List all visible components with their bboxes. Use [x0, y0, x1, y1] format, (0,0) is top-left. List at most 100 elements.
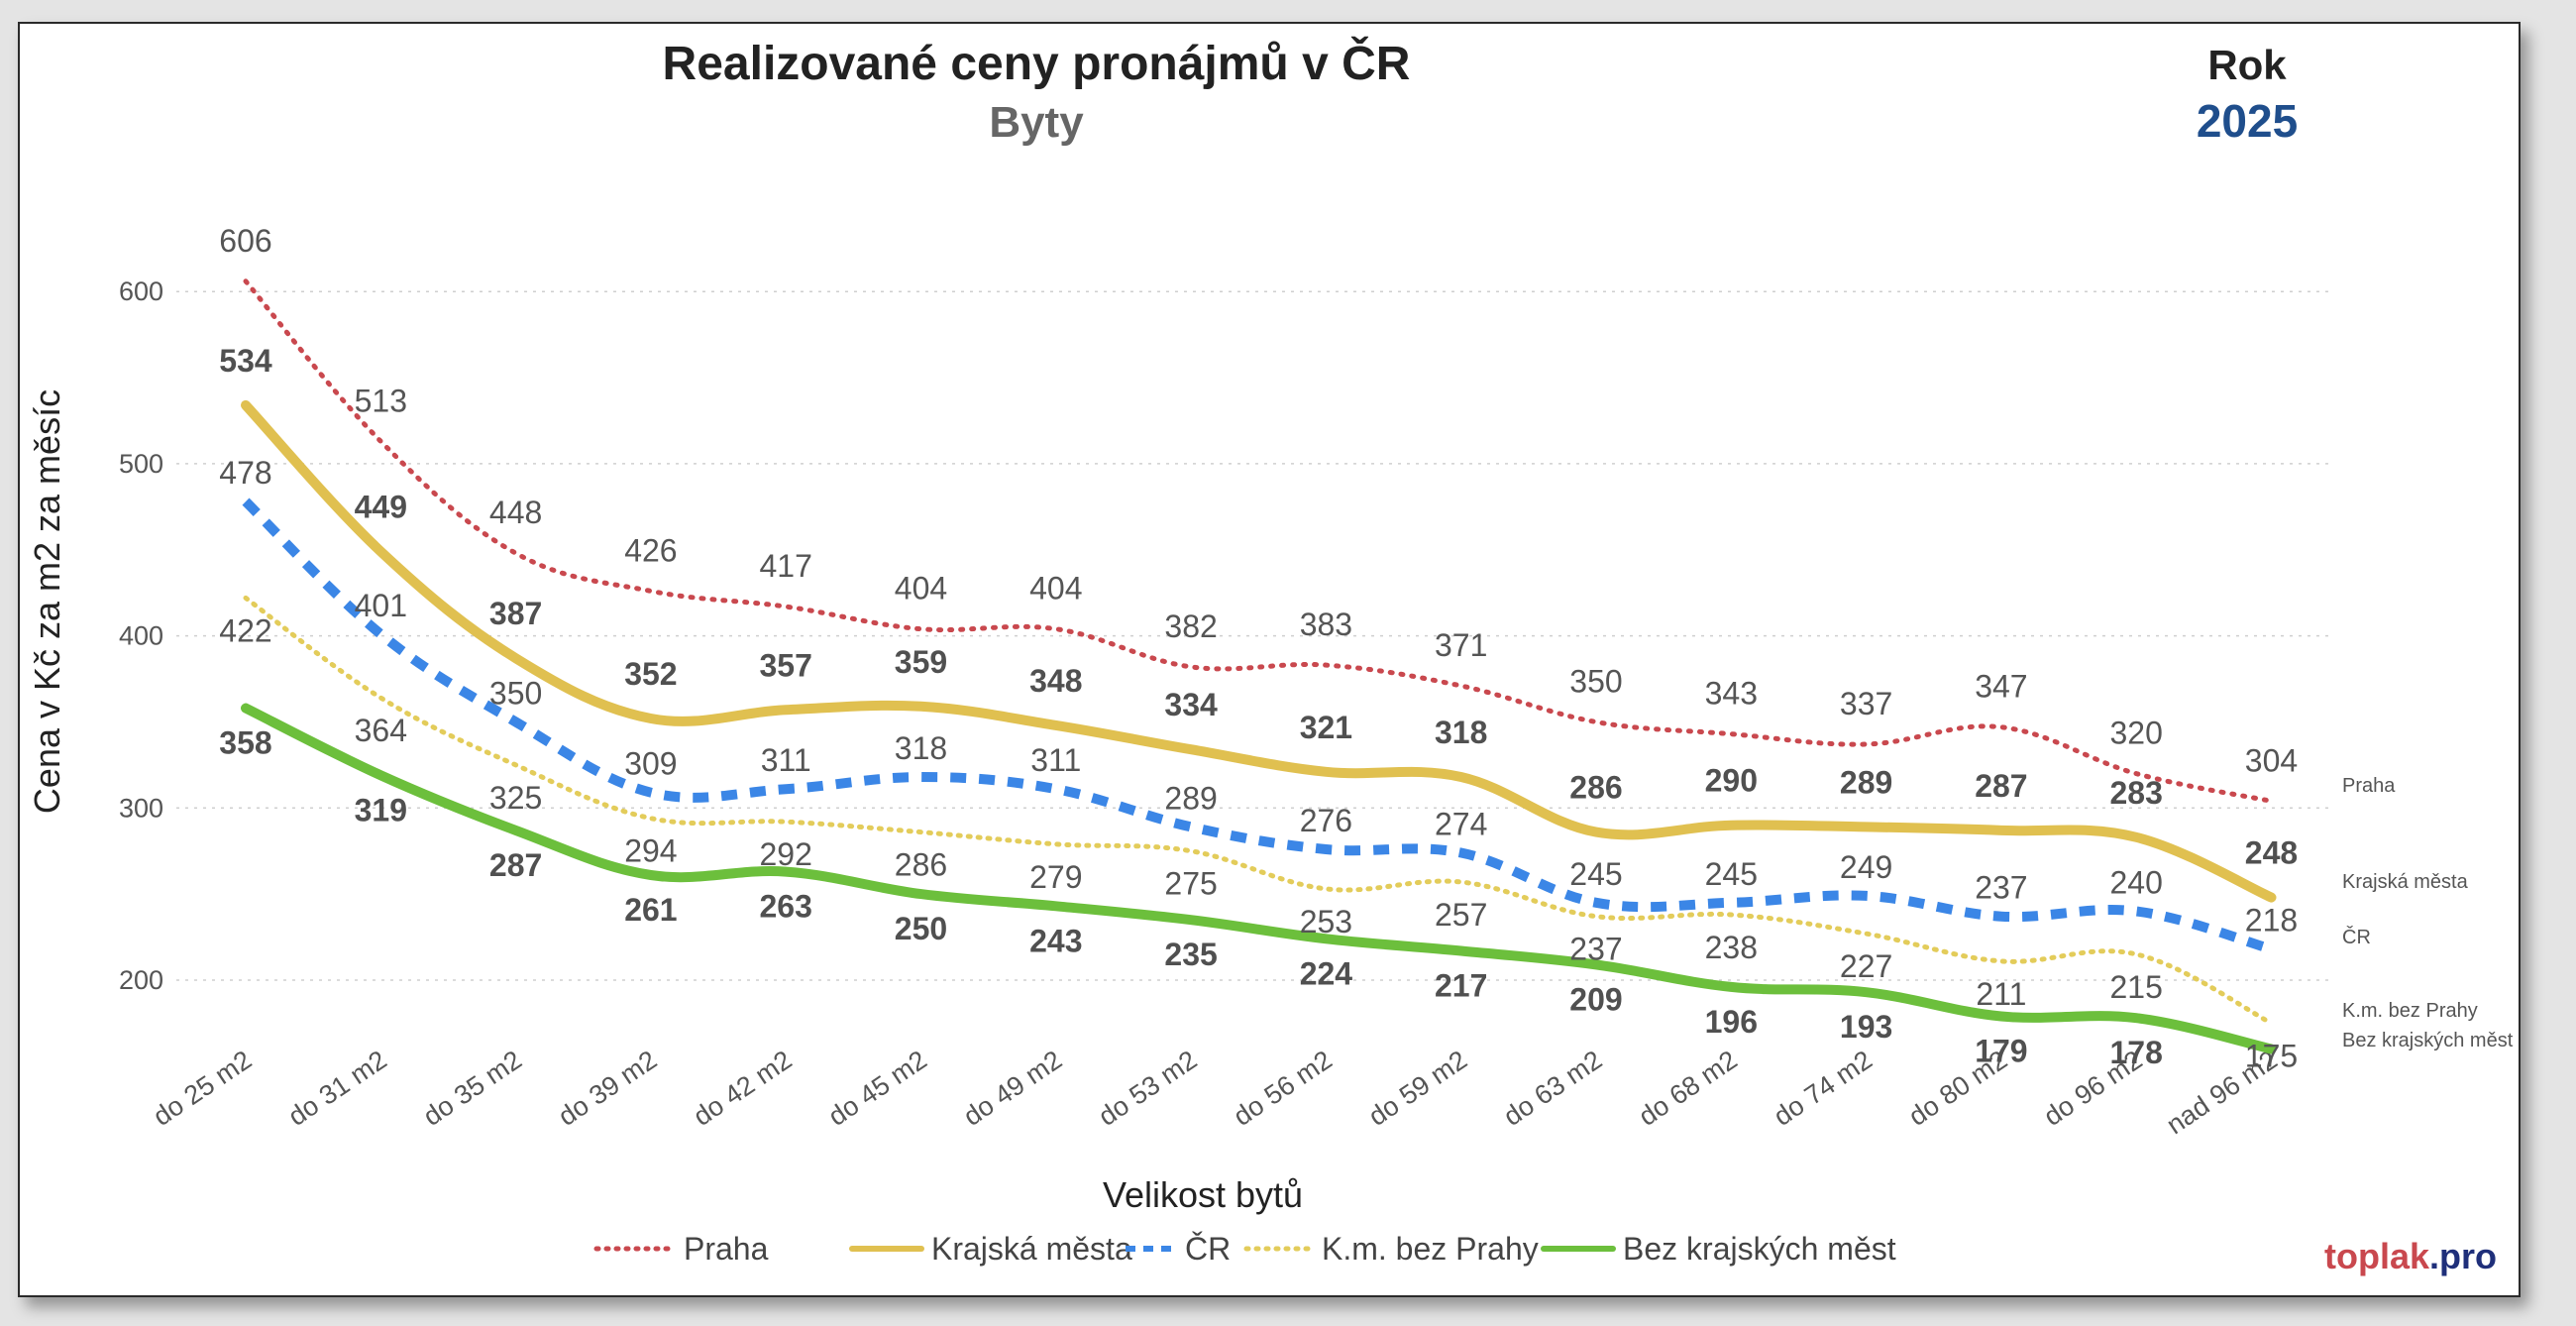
year-value: 2025	[2197, 95, 2298, 147]
series-1-data-label: 287	[1975, 768, 2027, 804]
x-tick-label: do 39 m2	[553, 1045, 662, 1132]
x-tick-label: do 68 m2	[1634, 1045, 1743, 1132]
x-axis-ticks: do 25 m2 do 31 m2 do 35 m2 do 39 m2 do 42 m2…	[148, 1045, 2283, 1140]
y-tick-label: 500	[119, 449, 163, 479]
series-0-data-label: 448	[489, 495, 542, 530]
series-4-data-label: 263	[760, 889, 812, 925]
brand-part-2: .pro	[2429, 1236, 2497, 1276]
series-4-data-label: 319	[355, 792, 407, 828]
series-1-data-label: 534	[219, 343, 272, 379]
series-3-data-label: 325	[489, 780, 542, 816]
series-1-data-label: 359	[895, 644, 947, 680]
data-labels: 606 513 448 426 417 404 404 382 383 371 350 343 337 3…	[219, 223, 2298, 1074]
series-2-data-label: 401	[355, 588, 407, 623]
series-0-data-label: 404	[895, 571, 947, 607]
series-4-data-label: 224	[1300, 955, 1353, 991]
series-4-end-label: Bez krajských měst	[2342, 1030, 2514, 1051]
series-2-data-label: 478	[219, 455, 271, 491]
series-3-end-label: K.m. bez Prahy	[2342, 1000, 2478, 1022]
series-1-end-label: Krajská města	[2342, 871, 2469, 893]
series-1-data-label: 289	[1840, 764, 1892, 800]
y-tick-label: 200	[119, 965, 163, 995]
x-tick-label: do 25 m2	[148, 1045, 257, 1132]
chart-title: Realizované ceny pronájmů v ČR	[663, 36, 1411, 90]
series-3-data-label: 364	[355, 713, 407, 748]
series-lines	[241, 278, 2277, 1054]
series-4-data-label: 358	[219, 725, 271, 761]
series-0-data-label: 513	[355, 383, 407, 418]
x-axis-title: Velikost bytů	[1103, 1174, 1303, 1215]
series-0-end-label: Praha	[2342, 775, 2396, 797]
brand-logo: toplak.pro	[2324, 1236, 2497, 1276]
x-tick-label: do 31 m2	[283, 1045, 392, 1132]
series-3-data-label: 279	[1029, 859, 1082, 895]
series-0-data-label: 606	[219, 223, 271, 259]
series-2-data-label: 318	[895, 730, 947, 766]
series-2-data-label: 218	[2245, 903, 2298, 939]
series-3-line	[243, 595, 2274, 1026]
legend-label-4: Bez krajských měst	[1623, 1231, 1896, 1267]
x-tick-label: do 56 m2	[1229, 1045, 1338, 1132]
y-tick-label: 600	[119, 276, 163, 306]
series-4-data-label: 178	[2110, 1035, 2163, 1070]
series-3-data-label: 257	[1435, 897, 1487, 933]
series-1-data-label: 286	[1569, 770, 1622, 806]
legend-label-1: Krajská města	[931, 1231, 1132, 1267]
series-2-data-label: 289	[1164, 780, 1217, 816]
series-2-data-label: 245	[1569, 856, 1622, 892]
series-4-data-label: 193	[1840, 1009, 1892, 1045]
x-tick-label: do 35 m2	[418, 1045, 527, 1132]
series-1-data-label: 387	[489, 596, 542, 631]
series-1-data-label: 248	[2245, 835, 2298, 871]
series-3-data-label: 292	[760, 836, 812, 872]
chart-subtitle: Byty	[989, 98, 1084, 147]
y-tick-label: 300	[119, 793, 163, 823]
series-4-data-label: 209	[1569, 981, 1622, 1017]
chart-frame: 200 300 400 500 600 do 25 m2 do 31 m2 do 35 m2…	[18, 22, 2521, 1297]
gridlines	[176, 290, 2328, 981]
x-tick-label: do 42 m2	[688, 1045, 797, 1132]
series-1-line	[241, 399, 2277, 903]
series-2-data-label: 240	[2110, 865, 2163, 901]
series-2-data-label: 309	[624, 746, 677, 782]
series-2-end-label: ČR	[2342, 926, 2371, 948]
y-axis-title: Cena v Kč za m2 za měsíc	[27, 389, 67, 814]
series-3-data-label: 422	[219, 612, 271, 648]
series-0-data-label: 371	[1435, 627, 1487, 663]
series-3-data-label: 211	[1976, 976, 2026, 1012]
series-4-data-label: 250	[895, 911, 947, 946]
series-4-data-label: 243	[1029, 923, 1082, 958]
series-0-data-label: 382	[1164, 608, 1217, 644]
series-3-data-label: 294	[624, 833, 677, 869]
series-4-line	[241, 703, 2277, 1054]
series-1-data-label: 352	[624, 656, 677, 692]
series-1-data-label: 334	[1164, 687, 1218, 722]
series-4-data-label: 179	[1975, 1033, 2027, 1068]
series-2-data-label: 249	[1840, 849, 1892, 885]
series-0-data-label: 426	[624, 532, 677, 568]
series-0-data-label: 417	[760, 548, 812, 584]
series-0-data-label: 337	[1840, 686, 1892, 721]
series-2-data-label: 276	[1300, 803, 1352, 838]
series-1-data-label: 318	[1435, 715, 1487, 750]
series-3-data-label: 275	[1164, 866, 1217, 902]
series-3-data-label: 253	[1300, 904, 1352, 939]
x-tick-label: do 49 m2	[958, 1045, 1067, 1132]
series-1-data-label: 283	[2110, 775, 2163, 811]
x-tick-label: do 59 m2	[1363, 1045, 1472, 1132]
x-tick-label: do 53 m2	[1093, 1045, 1202, 1132]
series-0-data-label: 304	[2245, 742, 2298, 778]
series-0-data-label: 350	[1569, 663, 1622, 699]
series-1-data-label: 290	[1705, 763, 1758, 799]
x-tick-label: do 63 m2	[1498, 1045, 1607, 1132]
series-4-data-label: 196	[1705, 1004, 1758, 1040]
series-2-data-label: 311	[1030, 742, 1081, 778]
legend-label-3: K.m. bez Prahy	[1322, 1231, 1539, 1267]
series-2-data-label: 237	[1975, 870, 2027, 906]
series-0-data-label: 383	[1300, 607, 1352, 642]
series-3-data-label: 227	[1840, 948, 1892, 984]
y-tick-label: 400	[119, 621, 163, 651]
x-tick-label: do 74 m2	[1769, 1045, 1878, 1132]
legend: Praha Krajská města ČR K.m. bez Prahy Bez kr…	[593, 1231, 1896, 1267]
x-tick-label: do 45 m2	[823, 1045, 932, 1132]
